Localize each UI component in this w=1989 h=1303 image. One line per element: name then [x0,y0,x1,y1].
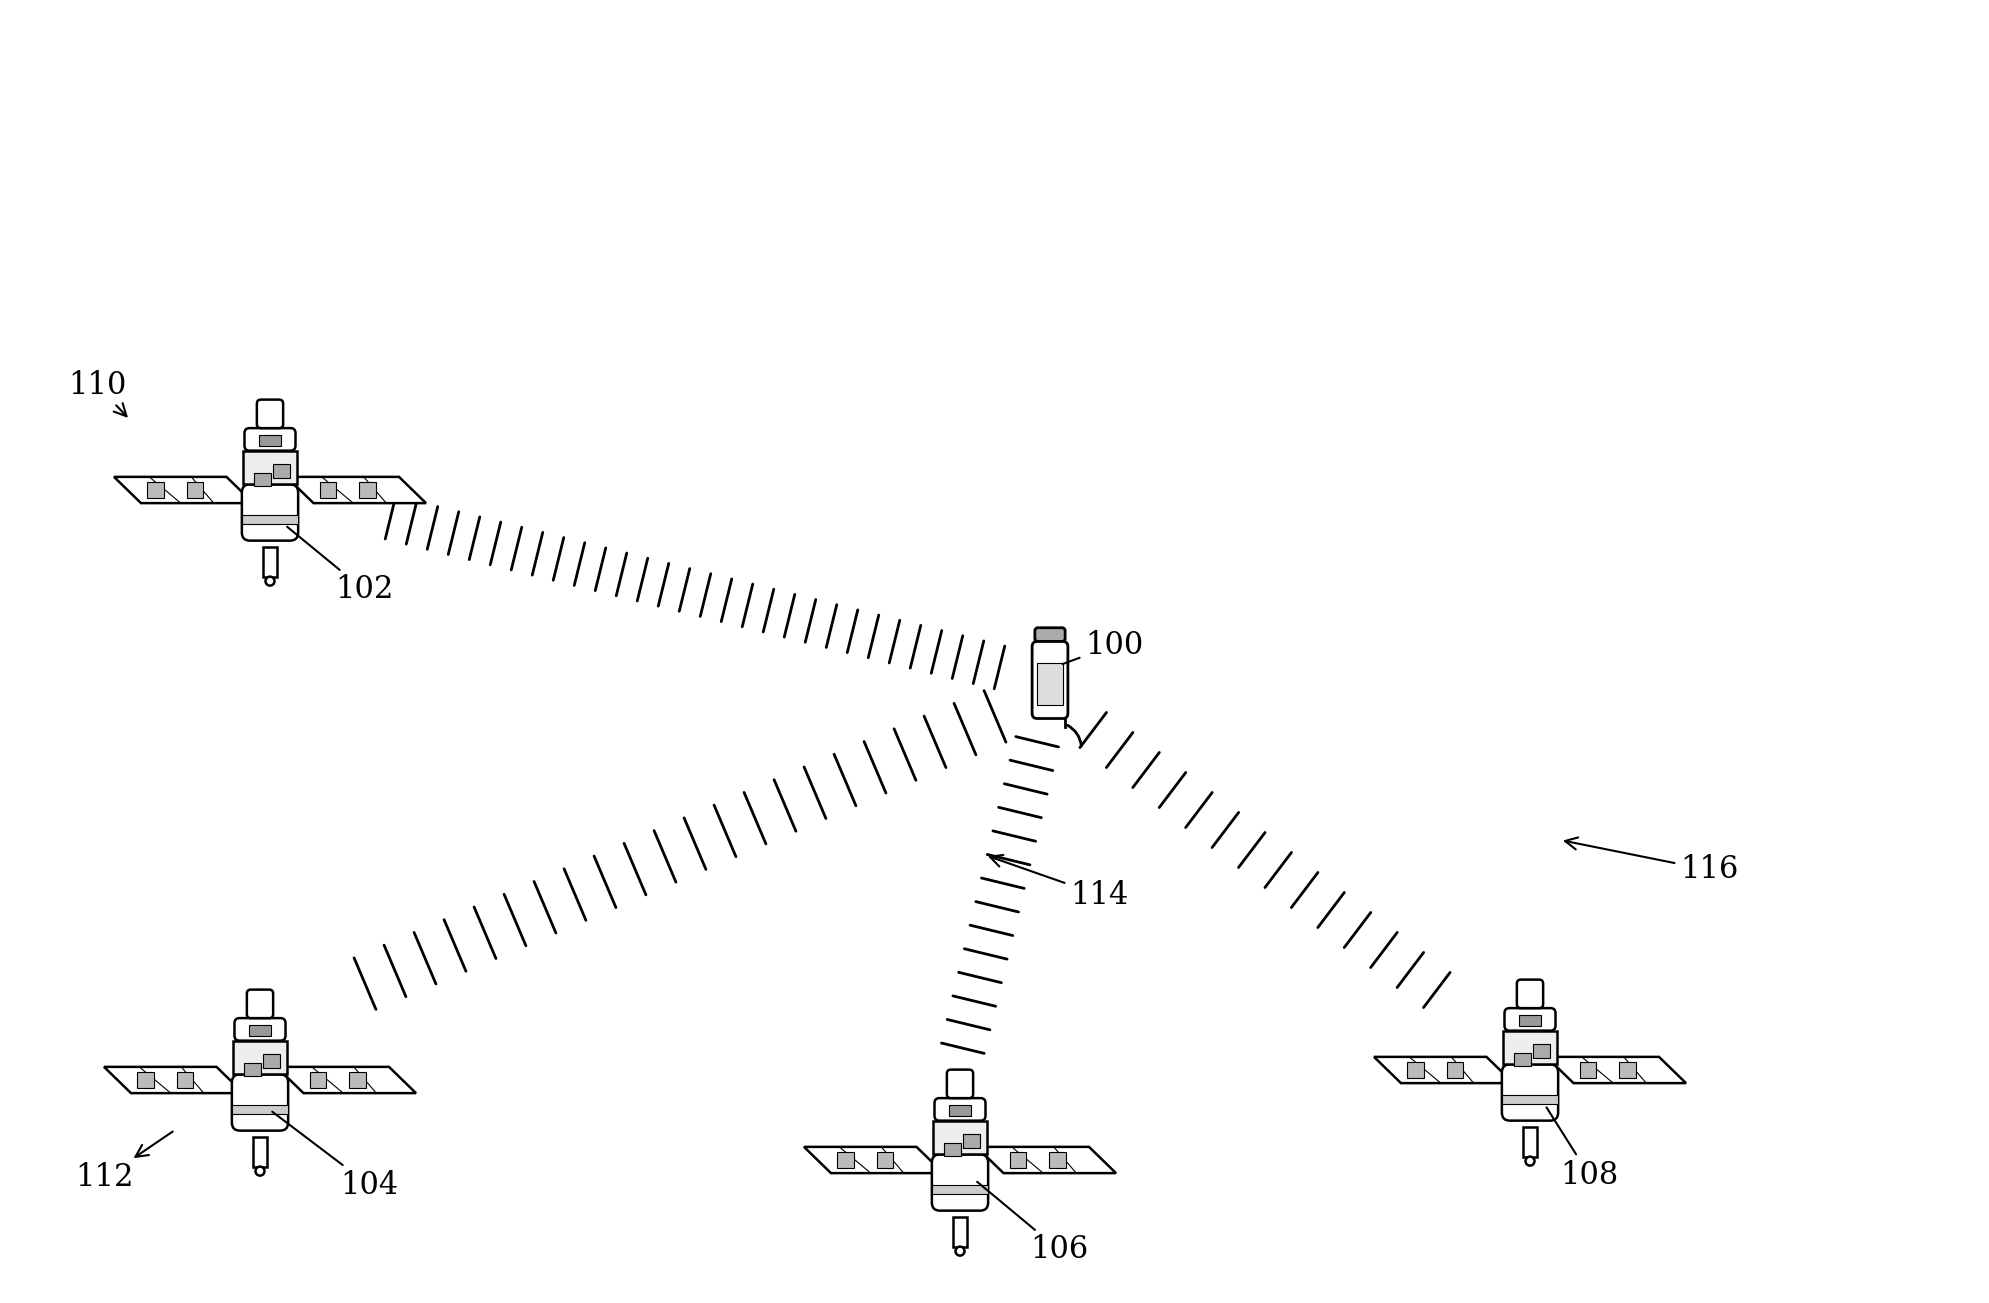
FancyBboxPatch shape [1504,1009,1555,1031]
FancyBboxPatch shape [249,1025,271,1036]
Ellipse shape [265,577,274,585]
Text: 112: 112 [76,1131,173,1194]
Text: 106: 106 [977,1182,1088,1265]
FancyBboxPatch shape [187,482,203,498]
FancyBboxPatch shape [1520,1015,1541,1025]
Text: 100: 100 [1062,629,1144,665]
FancyBboxPatch shape [877,1152,893,1169]
FancyBboxPatch shape [259,435,280,446]
FancyBboxPatch shape [245,429,296,451]
FancyBboxPatch shape [945,1143,961,1156]
Text: 110: 110 [68,370,127,416]
Polygon shape [1547,1057,1687,1083]
FancyBboxPatch shape [243,515,298,524]
FancyBboxPatch shape [837,1152,853,1169]
FancyBboxPatch shape [245,1062,261,1076]
FancyBboxPatch shape [1504,1031,1557,1065]
Text: 104: 104 [272,1111,398,1200]
Polygon shape [113,477,253,503]
Polygon shape [286,477,426,503]
FancyBboxPatch shape [1524,1127,1537,1157]
FancyBboxPatch shape [963,1134,981,1148]
FancyBboxPatch shape [243,485,298,541]
FancyBboxPatch shape [177,1072,193,1088]
FancyBboxPatch shape [137,1072,153,1088]
FancyBboxPatch shape [1619,1062,1635,1079]
FancyBboxPatch shape [933,1186,989,1195]
FancyBboxPatch shape [1502,1065,1557,1121]
Polygon shape [977,1147,1116,1173]
FancyBboxPatch shape [253,1136,267,1166]
Ellipse shape [955,1247,965,1256]
FancyBboxPatch shape [233,1105,288,1114]
FancyBboxPatch shape [1446,1062,1464,1079]
Text: 102: 102 [286,526,394,606]
Polygon shape [804,1147,943,1173]
FancyBboxPatch shape [263,1054,280,1067]
FancyBboxPatch shape [233,1041,286,1075]
Text: 114: 114 [991,855,1128,911]
Polygon shape [276,1067,416,1093]
FancyBboxPatch shape [320,482,336,498]
Ellipse shape [1526,1157,1534,1166]
Text: 108: 108 [1547,1108,1619,1191]
FancyBboxPatch shape [1514,1053,1532,1066]
FancyBboxPatch shape [953,1217,967,1247]
FancyBboxPatch shape [255,473,271,486]
FancyBboxPatch shape [263,547,276,577]
Ellipse shape [255,1166,265,1175]
FancyBboxPatch shape [1579,1062,1597,1079]
FancyBboxPatch shape [1518,980,1543,1009]
FancyBboxPatch shape [233,1075,288,1131]
FancyBboxPatch shape [1038,663,1062,705]
FancyBboxPatch shape [147,482,163,498]
FancyBboxPatch shape [257,400,282,429]
FancyBboxPatch shape [933,1154,989,1210]
FancyBboxPatch shape [933,1121,987,1154]
FancyBboxPatch shape [310,1072,326,1088]
FancyBboxPatch shape [1050,1152,1066,1169]
FancyBboxPatch shape [243,451,296,485]
FancyBboxPatch shape [272,464,290,478]
FancyBboxPatch shape [1032,641,1068,718]
FancyBboxPatch shape [1010,1152,1026,1169]
FancyBboxPatch shape [949,1105,971,1115]
Polygon shape [103,1067,243,1093]
Polygon shape [1374,1057,1514,1083]
FancyBboxPatch shape [1534,1044,1549,1058]
FancyBboxPatch shape [1408,1062,1424,1079]
FancyBboxPatch shape [350,1072,366,1088]
FancyBboxPatch shape [935,1098,985,1121]
FancyBboxPatch shape [247,989,272,1018]
Text: 116: 116 [1565,838,1738,886]
FancyBboxPatch shape [235,1018,286,1041]
FancyBboxPatch shape [1034,628,1066,641]
FancyBboxPatch shape [1502,1096,1557,1105]
FancyBboxPatch shape [947,1070,973,1098]
FancyBboxPatch shape [360,482,376,498]
